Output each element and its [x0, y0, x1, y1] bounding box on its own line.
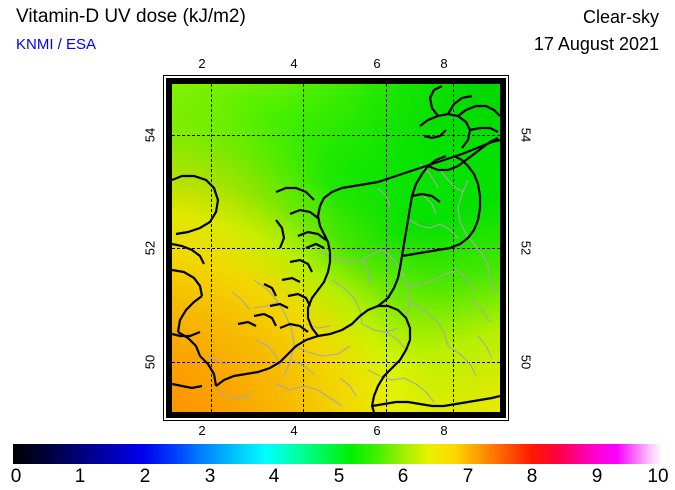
sky-condition-label: Clear-sky: [582, 7, 659, 27]
lon-tick-bottom-2: 2: [198, 423, 206, 438]
colorbar-tick-0: 0: [10, 466, 22, 487]
page-title: Vitamin-D UV dose (kJ/m2): [16, 6, 246, 27]
colorbar-tick-10: 10: [647, 466, 669, 487]
lon-tick-bottom-8: 8: [440, 423, 448, 438]
river-network: [207, 163, 497, 407]
colorbar-tick-3: 3: [204, 466, 216, 487]
lon-tick-bottom-6: 6: [373, 423, 381, 438]
colorbar-tick-9: 9: [591, 466, 603, 487]
colorbar-tick-1: 1: [74, 466, 86, 487]
lat-tick-right-50: 50: [518, 354, 534, 370]
colorbar-tick-5: 5: [333, 466, 345, 487]
map-outer-frame: [163, 75, 509, 421]
lat-tick-left-54: 54: [142, 127, 158, 143]
uv-dose-map: [163, 75, 509, 421]
lon-tick-bottom-4: 4: [290, 423, 298, 438]
colorbar-tick-6: 6: [397, 466, 409, 487]
lat-tick-right-52: 52: [518, 240, 534, 256]
lon-tick-top-4: 4: [290, 56, 298, 71]
colorbar-tick-4: 4: [268, 466, 280, 487]
lat-tick-left-50: 50: [142, 354, 158, 370]
uv-dose-colorbar: [13, 444, 662, 464]
map-data-canvas: [172, 84, 500, 412]
lat-tick-right-54: 54: [518, 127, 534, 143]
colorbar-gradient-strip: [13, 444, 662, 464]
institution-credit: KNMI / ESA: [16, 36, 97, 53]
map-vector-overlay: [172, 84, 500, 412]
map-axis-band: [166, 78, 506, 418]
gridline-lat-54: [172, 135, 500, 136]
map-date-label: 17 August 2021: [533, 34, 659, 54]
colorbar-tick-8: 8: [526, 466, 538, 487]
lon-tick-top-8: 8: [440, 56, 448, 71]
gridline-lat-52: [172, 248, 500, 249]
lat-tick-left-52: 52: [142, 240, 158, 256]
coastline-and-borders: [172, 85, 500, 412]
gridline-lat-50: [172, 362, 500, 363]
colorbar-tick-7: 7: [462, 466, 474, 487]
colorbar-tick-2: 2: [139, 466, 151, 487]
lon-tick-top-2: 2: [198, 56, 206, 71]
lon-tick-top-6: 6: [373, 56, 381, 71]
